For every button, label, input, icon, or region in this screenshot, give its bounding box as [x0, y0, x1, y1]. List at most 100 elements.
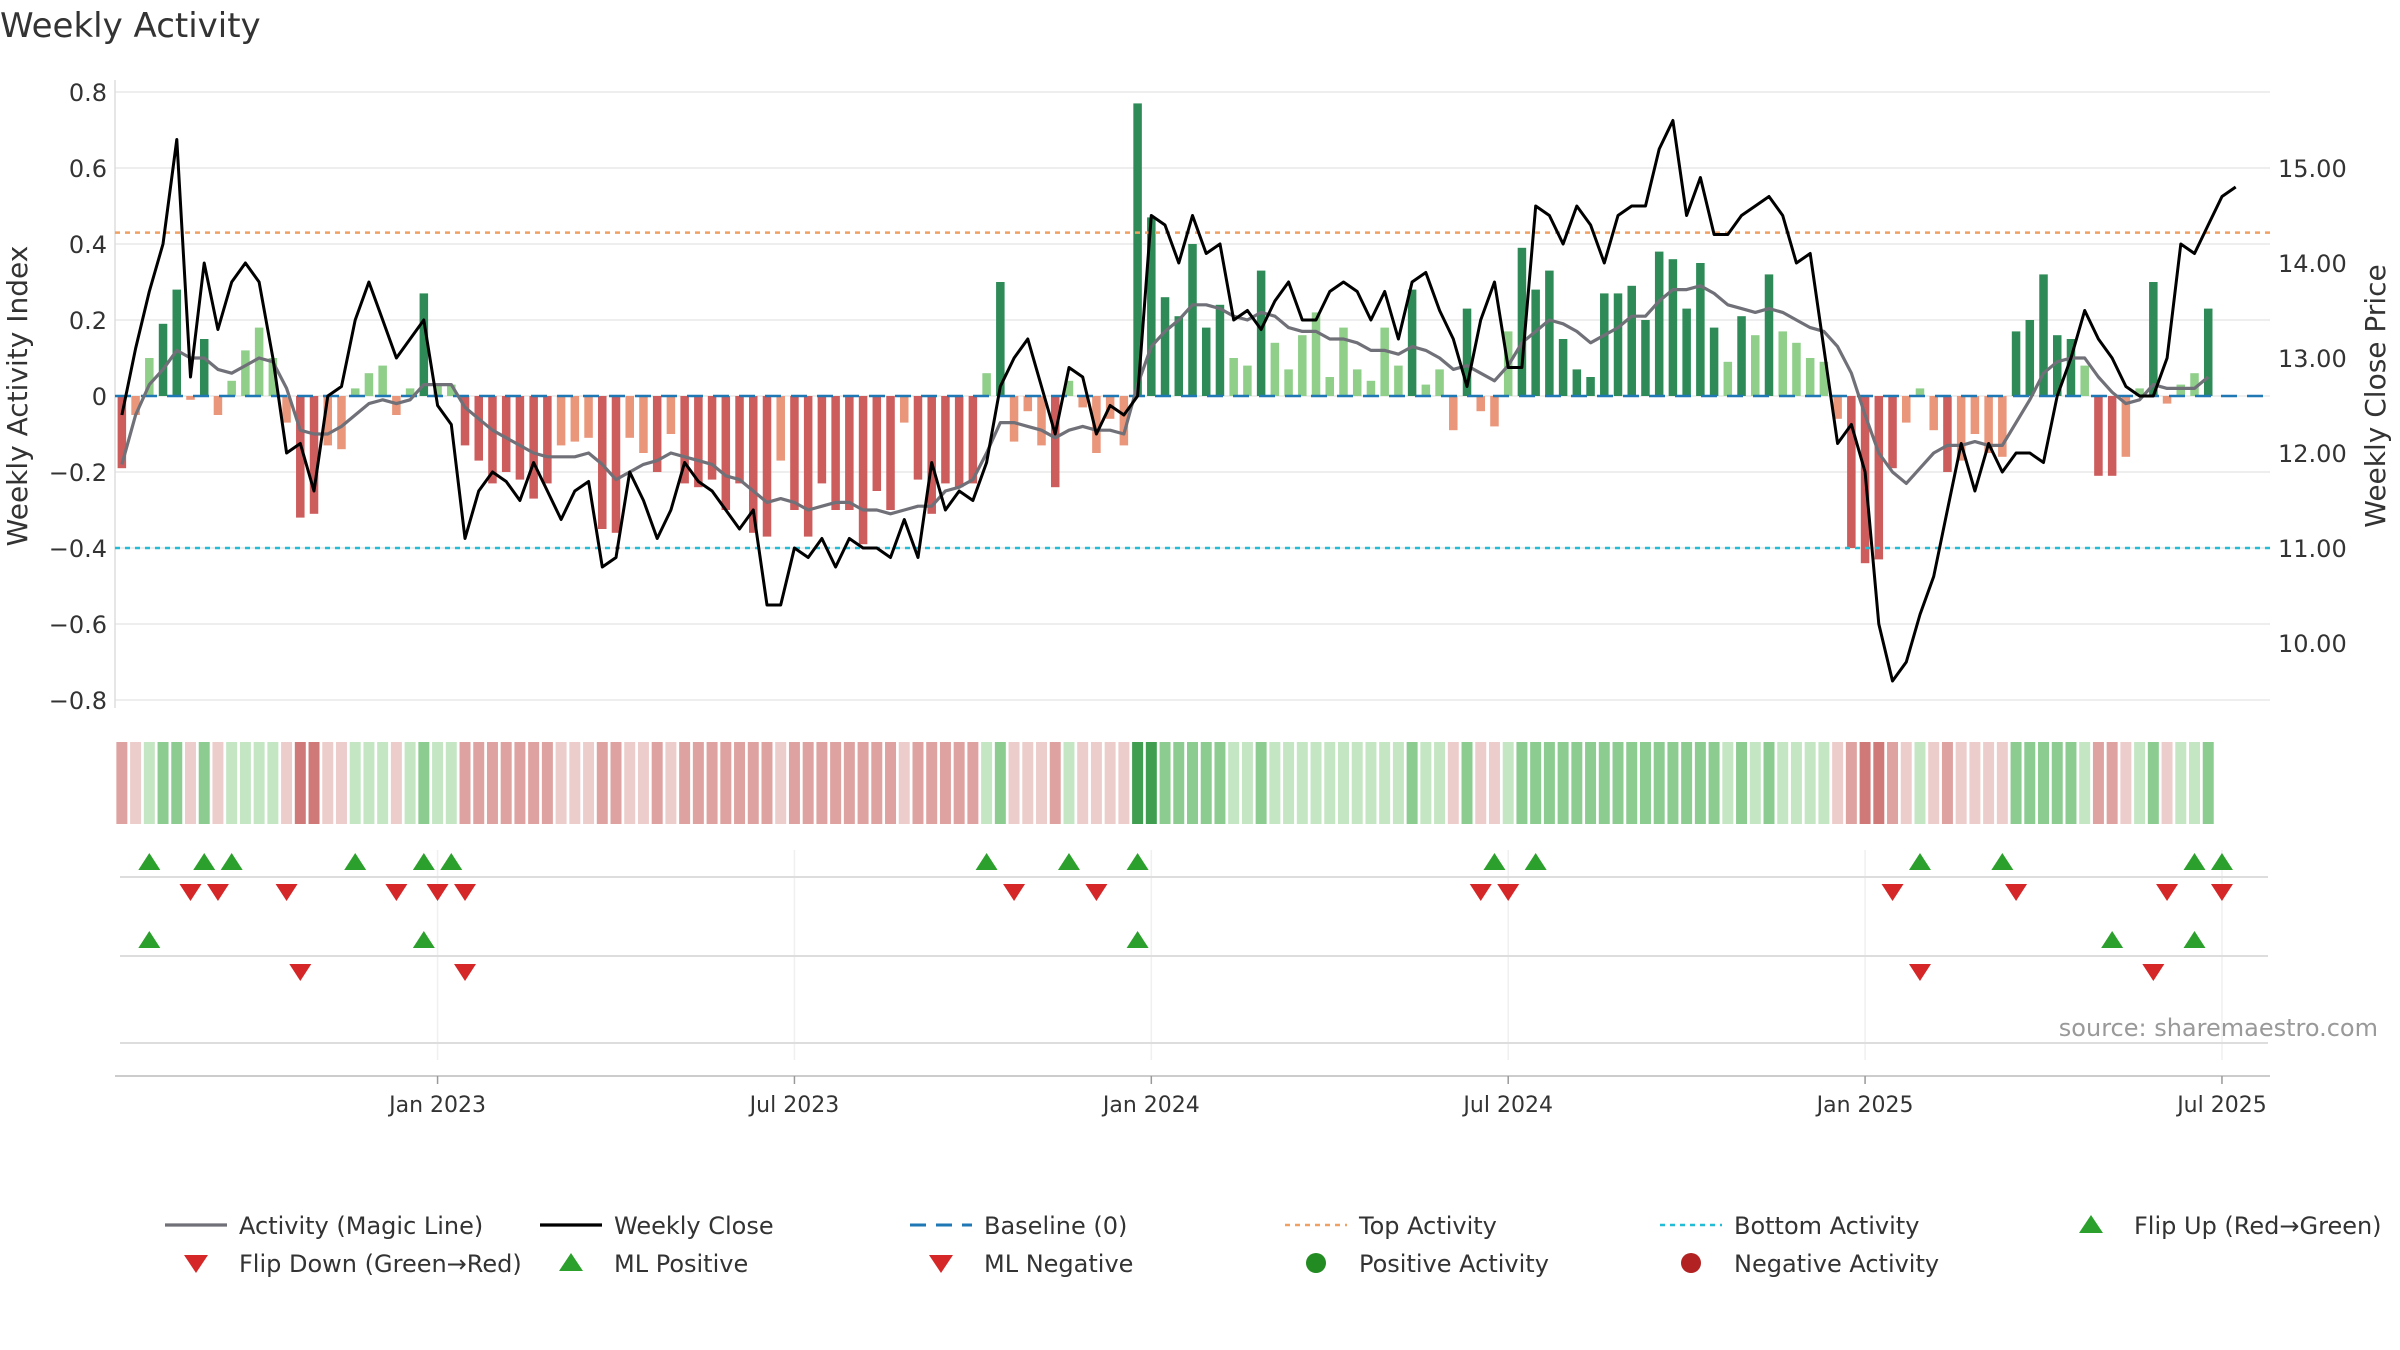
activity-bar [1229, 358, 1238, 396]
activity-bar [2107, 396, 2117, 476]
x-tick-label: Jul 2025 [2175, 1093, 2267, 1118]
flip-down-marker [1881, 884, 1904, 901]
heat-strip-cell [1598, 742, 1610, 824]
heat-strip-cell [788, 742, 800, 824]
heat-strip-cell [1543, 742, 1555, 824]
heat-strip-cell [843, 742, 855, 824]
heat-strip-cell [1928, 742, 1940, 824]
heat-strip-cell [239, 742, 251, 824]
activity-bar [1243, 365, 1252, 396]
heat-strip-cell [2106, 742, 2118, 824]
heat-strip-cell [706, 742, 718, 824]
heat-strip-cell [2202, 742, 2214, 824]
x-tick-label: Jan 2024 [1101, 1093, 1200, 1118]
activity-bar [488, 396, 497, 484]
heat-strip-cell [775, 742, 787, 824]
activity-bar [1325, 377, 1335, 396]
legend-swatch [1681, 1253, 1701, 1273]
flip-up-marker [1524, 853, 1547, 870]
activity-bar [131, 396, 140, 415]
activity-bar [227, 380, 236, 396]
activity-bar [1943, 396, 1952, 472]
chart-title: Weekly Activity [0, 6, 261, 46]
heat-strip-cell [953, 742, 965, 824]
activity-bar [2011, 331, 2021, 396]
heat-strip-cell [1283, 742, 1295, 824]
heat-strip-cell [1392, 742, 1404, 824]
flip-up-marker [220, 853, 243, 870]
activity-bar [1078, 396, 1087, 408]
legend-item: Flip Up (Red→Green) [2079, 1212, 2382, 1240]
heat-strip-cell [253, 742, 265, 824]
ml-negative-marker [1908, 964, 1931, 981]
activity-bar [1792, 342, 1801, 396]
heat-strip-cell [143, 742, 155, 824]
right-tick-label: 15.00 [2278, 155, 2347, 183]
activity-bar [1188, 244, 1197, 396]
activity-bar [2066, 339, 2076, 396]
heat-strip-cell [308, 742, 320, 824]
heat-strip-cell [226, 742, 238, 824]
x-tick-label: Jul 2024 [1461, 1093, 1553, 1118]
activity-bar [1490, 396, 1499, 427]
heat-strip-cell [898, 742, 910, 824]
activity-bar [172, 289, 182, 396]
activity-bar [2121, 396, 2131, 457]
heat-strip-cell [1557, 742, 1569, 824]
activity-bar [1147, 217, 1156, 396]
heat-strip-cell [130, 742, 142, 824]
activity-bar [1654, 251, 1664, 396]
flip-up-marker [975, 853, 998, 870]
heat-strip-cell [1777, 742, 1789, 824]
activity-bar [241, 350, 250, 396]
heat-strip-cell [1310, 742, 1322, 824]
activity-bar [1833, 396, 1842, 419]
activity-bar [584, 396, 593, 438]
activity-bar [1394, 365, 1403, 396]
x-tick-label: Jul 2023 [748, 1093, 840, 1118]
heat-strip-cell [1832, 742, 1844, 824]
right-tick-label: 13.00 [2278, 345, 2347, 373]
legend-label: Flip Down (Green→Red) [239, 1250, 522, 1278]
legend-label: Activity (Magic Line) [239, 1212, 483, 1240]
heat-strip-cell [2010, 742, 2022, 824]
heat-strip-cell [2120, 742, 2132, 824]
heat-strip-cell [610, 742, 622, 824]
activity-bar [378, 365, 387, 396]
activity-bar [1449, 396, 1458, 431]
activity-bar [556, 396, 566, 446]
heat-strip-cell [171, 742, 183, 824]
heat-strip-cell [1214, 742, 1226, 824]
heat-strip-cell [555, 742, 567, 824]
activity-bar [1531, 289, 1540, 396]
heat-strip-cell [1708, 742, 1720, 824]
activity-bar [2039, 274, 2048, 396]
flip-up-marker [1991, 853, 2014, 870]
activity-bar [1805, 358, 1815, 396]
activity-bar [735, 396, 744, 484]
heat-strip-cell [1488, 742, 1500, 824]
activity-bar [872, 396, 882, 491]
weekly-close-line [120, 119, 2237, 683]
heat-strip-cell [2065, 742, 2077, 824]
heat-strip-cell [2024, 742, 2036, 824]
flip-up-marker [1908, 853, 1931, 870]
legend-swatch [184, 1255, 208, 1273]
activity-bar [1298, 335, 1307, 396]
legend-item: ML Positive [559, 1250, 748, 1278]
legend-item: Weekly Close [540, 1212, 774, 1240]
left-tick-label: −0.8 [49, 687, 107, 715]
activity-bar [2162, 396, 2172, 404]
heat-strip-cell [1447, 742, 1459, 824]
flip-down-marker [1085, 884, 1108, 901]
heat-strip-cell [1406, 742, 1418, 824]
heat-strip-cell [1516, 742, 1528, 824]
heat-strip-cell [267, 742, 279, 824]
activity-bar [2052, 335, 2062, 396]
legend-label: ML Positive [614, 1250, 748, 1278]
activity-bar [721, 396, 731, 510]
left-tick-label: 0.2 [69, 307, 107, 335]
flip-up-marker [344, 853, 367, 870]
activity-bar [1751, 335, 1760, 396]
